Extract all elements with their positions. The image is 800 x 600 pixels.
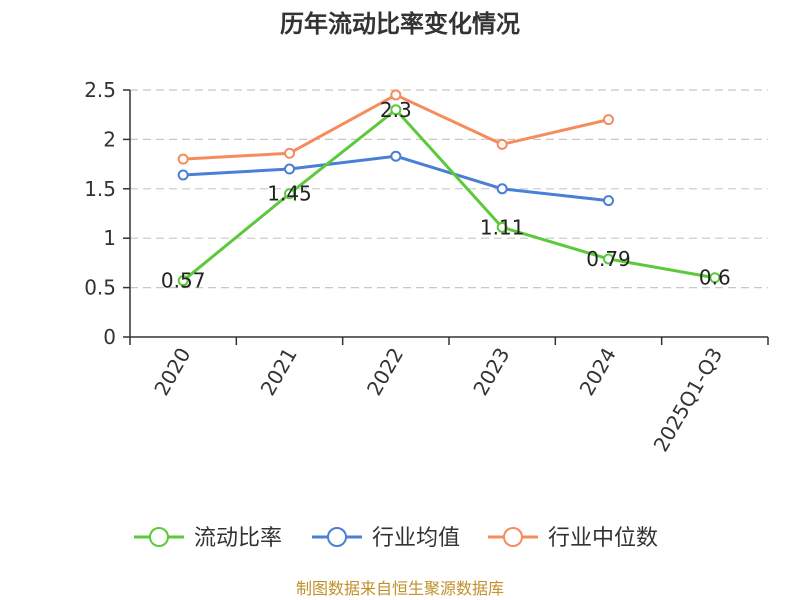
legend-label: 行业均值	[372, 526, 460, 551]
data-point	[390, 150, 402, 162]
data-point	[284, 188, 295, 200]
data-point	[284, 163, 295, 175]
legend-label: 行业中位数	[548, 526, 658, 551]
data-label: 0.57	[161, 269, 206, 293]
axes	[129, 90, 768, 338]
x-tick-label: 2021	[256, 344, 302, 400]
y-tick-label: 1.5	[84, 177, 116, 201]
legend: 流动比率 行业均值 行业中位数	[134, 526, 658, 551]
series-points	[177, 89, 721, 287]
y-tick-label: 0.5	[84, 276, 116, 300]
y-tick-label: 2.5	[84, 78, 116, 102]
data-point	[603, 195, 614, 207]
legend-marker	[149, 527, 169, 547]
y-tick-label: 1	[103, 226, 116, 250]
data-point	[284, 147, 295, 159]
y-tick-label: 2	[103, 127, 116, 151]
series-line	[183, 154, 609, 203]
source-note: 制图数据来自恒生聚源数据库	[296, 579, 504, 598]
data-point	[177, 153, 189, 165]
x-tick-label: 2024	[575, 344, 621, 400]
data-point	[390, 89, 402, 101]
data-point	[177, 275, 189, 287]
legend-item: 流动比率	[134, 526, 282, 551]
data-point	[603, 114, 614, 126]
y-tick-label: 0	[103, 325, 116, 349]
data-point	[177, 169, 189, 181]
x-tick-label: 2022	[362, 344, 408, 400]
data-point	[496, 138, 508, 150]
data-point	[496, 221, 508, 233]
data-point	[709, 272, 721, 284]
data-label: 0.6	[699, 266, 731, 290]
data-point	[496, 183, 508, 195]
legend-marker	[327, 527, 347, 547]
legend-item: 行业中位数	[488, 526, 658, 551]
data-label: 2.3	[380, 98, 412, 122]
data-labels: 0.57 1.45 2.3 1.11 0.79 0.6	[161, 98, 731, 293]
data-point	[390, 104, 402, 116]
legend-item: 行业均值	[312, 526, 460, 551]
data-label: 0.79	[586, 247, 631, 271]
data-label: 1.45	[267, 182, 312, 206]
chart-title: 历年流动比率变化情况	[280, 10, 520, 38]
x-tick-label: 2023	[468, 343, 514, 399]
data-label: 1.11	[480, 215, 525, 239]
x-axis-ticks: 2020 2021 2022 2023 2024 2025Q1-Q3	[129, 337, 769, 456]
x-tick-label: 2020	[149, 344, 195, 400]
y-axis-ticks: 0 0.5 1 1.5 2 2.5	[84, 78, 130, 349]
data-point	[603, 253, 614, 265]
legend-marker	[503, 527, 523, 547]
series-line	[182, 108, 716, 282]
series-lines	[182, 93, 716, 282]
x-tick-label: 2025Q1-Q3	[648, 344, 727, 456]
legend-label: 流动比率	[194, 526, 282, 551]
